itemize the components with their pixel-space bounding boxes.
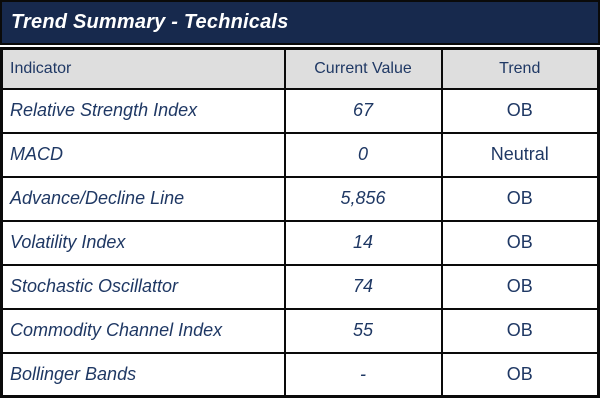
value-cell: 74: [283, 263, 443, 310]
header-row: Indicator Current Value Trend: [0, 47, 600, 90]
indicator-cell: Volatility Index: [0, 219, 286, 266]
trend-cell: OB: [440, 87, 600, 134]
value-cell: 67: [283, 87, 443, 134]
trend-cell: Neutral: [440, 131, 600, 178]
table-row: Commodity Channel Index 55 OB: [0, 307, 600, 354]
table-row: Bollinger Bands - OB: [0, 351, 600, 398]
indicator-cell: Advance/Decline Line: [0, 175, 286, 222]
trend-cell: OB: [440, 263, 600, 310]
indicator-cell: Stochastic Oscillattor: [0, 263, 286, 310]
table-row: Volatility Index 14 OB: [0, 219, 600, 266]
panel-title-bar: Trend Summary - Technicals: [0, 0, 600, 45]
header-trend: Trend: [440, 47, 600, 90]
table-row: Relative Strength Index 67 OB: [0, 87, 600, 134]
trend-cell: OB: [440, 351, 600, 398]
value-cell: 5,856: [283, 175, 443, 222]
value-cell: -: [283, 351, 443, 398]
table-row: Stochastic Oscillattor 74 OB: [0, 263, 600, 310]
indicator-cell: MACD: [0, 131, 286, 178]
indicator-cell: Commodity Channel Index: [0, 307, 286, 354]
technicals-table: Indicator Current Value Trend Relative S…: [0, 47, 600, 398]
value-cell: 14: [283, 219, 443, 266]
trend-cell: OB: [440, 175, 600, 222]
header-current-value: Current Value: [283, 47, 443, 90]
value-cell: 0: [283, 131, 443, 178]
indicator-cell: Bollinger Bands: [0, 351, 286, 398]
indicator-cell: Relative Strength Index: [0, 87, 286, 134]
table-row: Advance/Decline Line 5,856 OB: [0, 175, 600, 222]
header-indicator: Indicator: [0, 47, 286, 90]
panel-title: Trend Summary - Technicals: [11, 11, 289, 33]
value-cell: 55: [283, 307, 443, 354]
table-row: MACD 0 Neutral: [0, 131, 600, 178]
trend-cell: OB: [440, 307, 600, 354]
trend-cell: OB: [440, 219, 600, 266]
